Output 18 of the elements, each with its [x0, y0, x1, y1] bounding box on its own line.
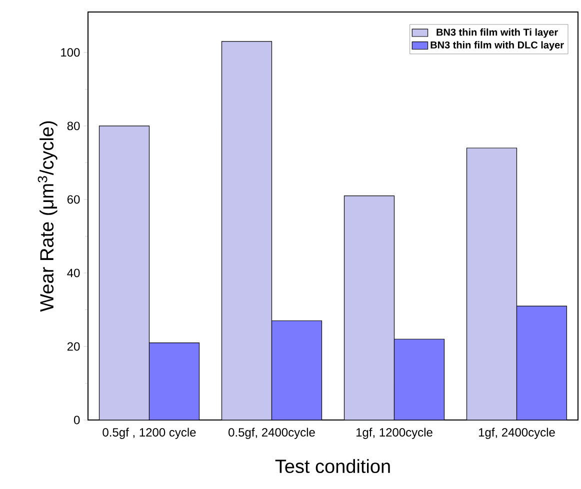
legend-label: BN3 thin film with Ti layer	[436, 28, 558, 38]
y-tick-label: 100	[61, 48, 80, 57]
y-tick-label: 60	[67, 195, 80, 204]
x-tick-label: 0.5gf , 1200 cycle	[102, 428, 196, 439]
bar	[221, 41, 272, 420]
bar	[344, 195, 395, 420]
y-tick-label: 40	[67, 268, 80, 278]
legend-label: BN3 thin film with DLC layer	[430, 41, 564, 50]
y-tick-label: 0	[74, 416, 80, 424]
x-tick-label: 1gf, 2400cycle	[478, 428, 555, 439]
x-tick-label: 0.5gf, 2400cycle	[228, 428, 315, 439]
bar	[466, 148, 518, 420]
y-axis-title: Wear Rate (μm$^{3}$/cycle)	[38, 121, 58, 312]
bar	[98, 126, 150, 420]
x-axis-title: Test condition	[275, 459, 390, 474]
y-tick-label: 80	[67, 122, 80, 130]
y-tick-label: 20	[67, 342, 80, 351]
x-tick-label: 1gf, 1200cycle	[356, 428, 432, 439]
